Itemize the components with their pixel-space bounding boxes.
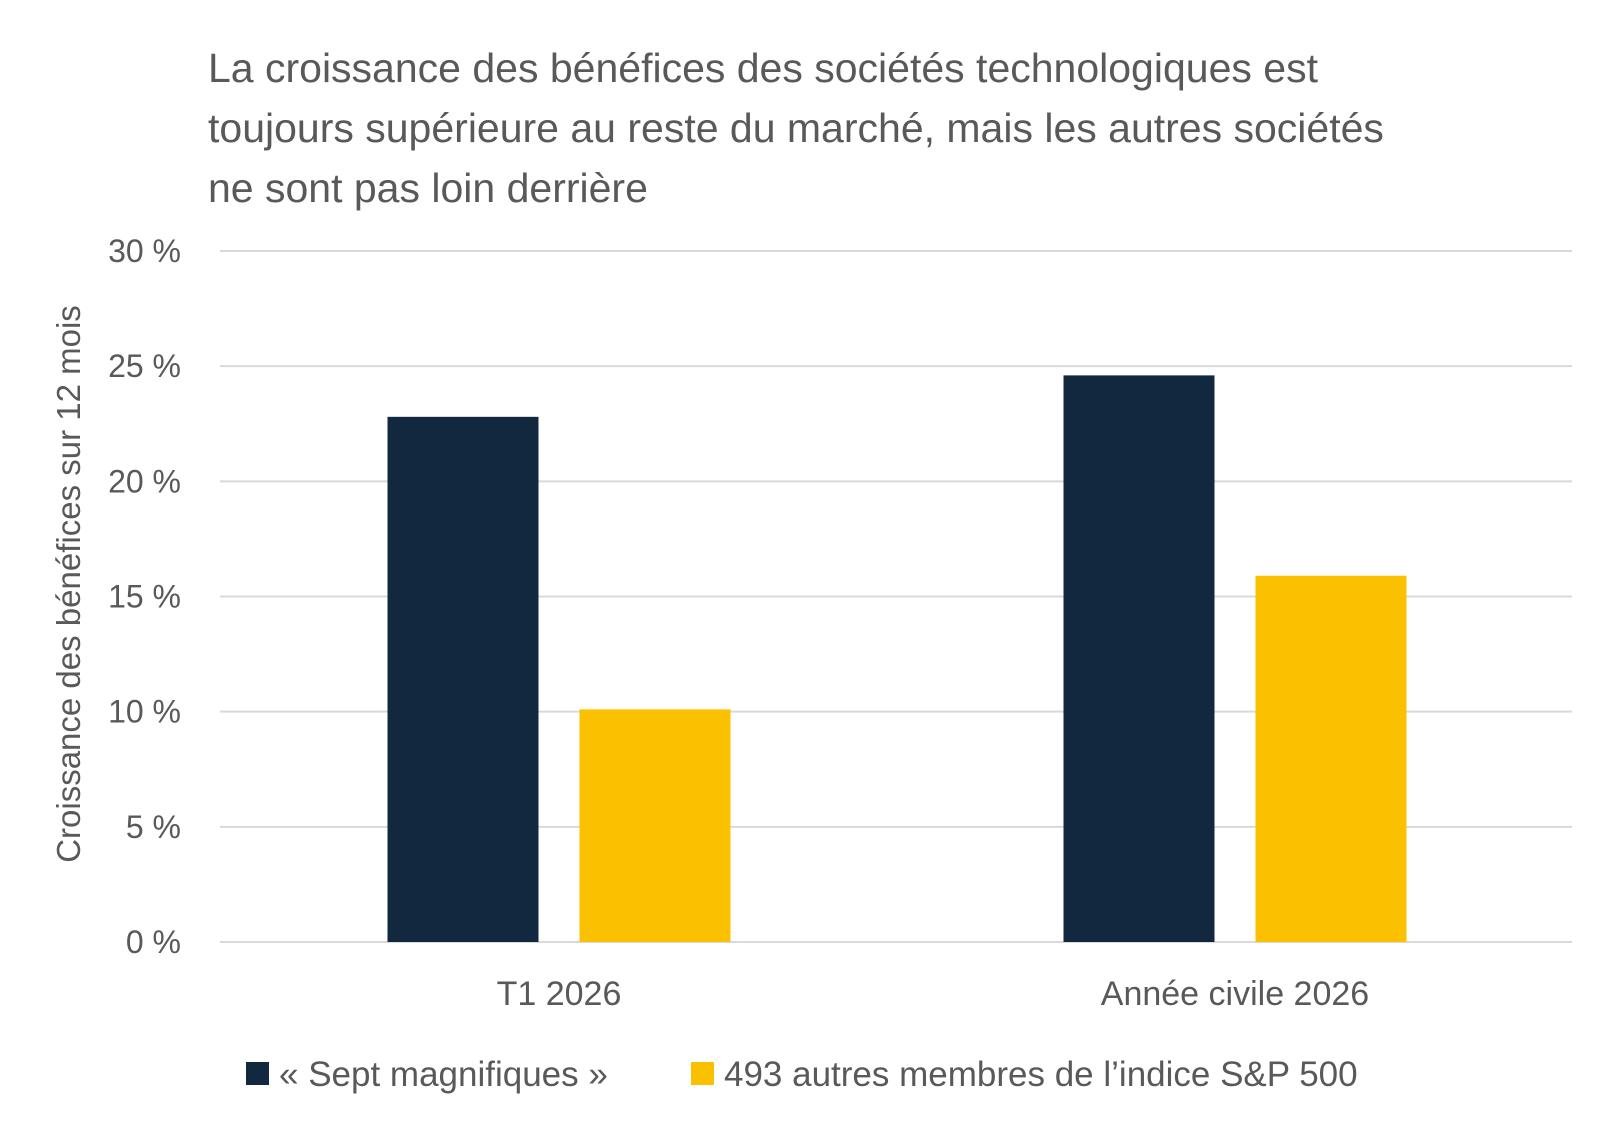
legend-swatch <box>691 1062 714 1085</box>
y-tick-label: 5 % <box>126 809 181 845</box>
legend-swatch <box>246 1062 269 1085</box>
y-tick-label: 20 % <box>108 463 181 499</box>
y-axis-label: Croissance des bénéfices sur 12 mois <box>50 305 87 863</box>
title-line: ne sont pas loin derrière <box>208 165 648 211</box>
bar <box>1255 575 1407 942</box>
legend-label: « Sept magnifiques » <box>279 1055 608 1094</box>
bar <box>579 709 731 942</box>
bars <box>387 375 1407 943</box>
y-tick-label: 15 % <box>108 579 181 615</box>
y-tick-label: 25 % <box>108 348 181 384</box>
x-category-label: Année civile 2026 <box>1101 975 1369 1013</box>
bar <box>1063 375 1215 942</box>
y-axis-ticks: 0 % 5 % 10 % 15 % 20 % 25 % 30 % <box>108 233 181 960</box>
legend-label: 493 autres membres de l’indice S&P 500 <box>724 1055 1358 1094</box>
x-axis-categories: T1 2026 Année civile 2026 <box>497 975 1370 1013</box>
title-line: La croissance des bénéfices des sociétés… <box>208 45 1318 91</box>
y-tick-label: 0 % <box>126 924 181 960</box>
chart-title: La croissance des bénéfices des sociétés… <box>208 38 1548 218</box>
y-tick-label: 10 % <box>108 694 181 730</box>
x-category-label: T1 2026 <box>497 975 622 1013</box>
y-tick-label: 30 % <box>108 233 181 269</box>
legend: « Sept magnifiques » 493 autres membres d… <box>246 1055 1358 1094</box>
title-line: toujours supérieure au reste du marché, … <box>208 105 1384 151</box>
bar <box>387 416 539 943</box>
